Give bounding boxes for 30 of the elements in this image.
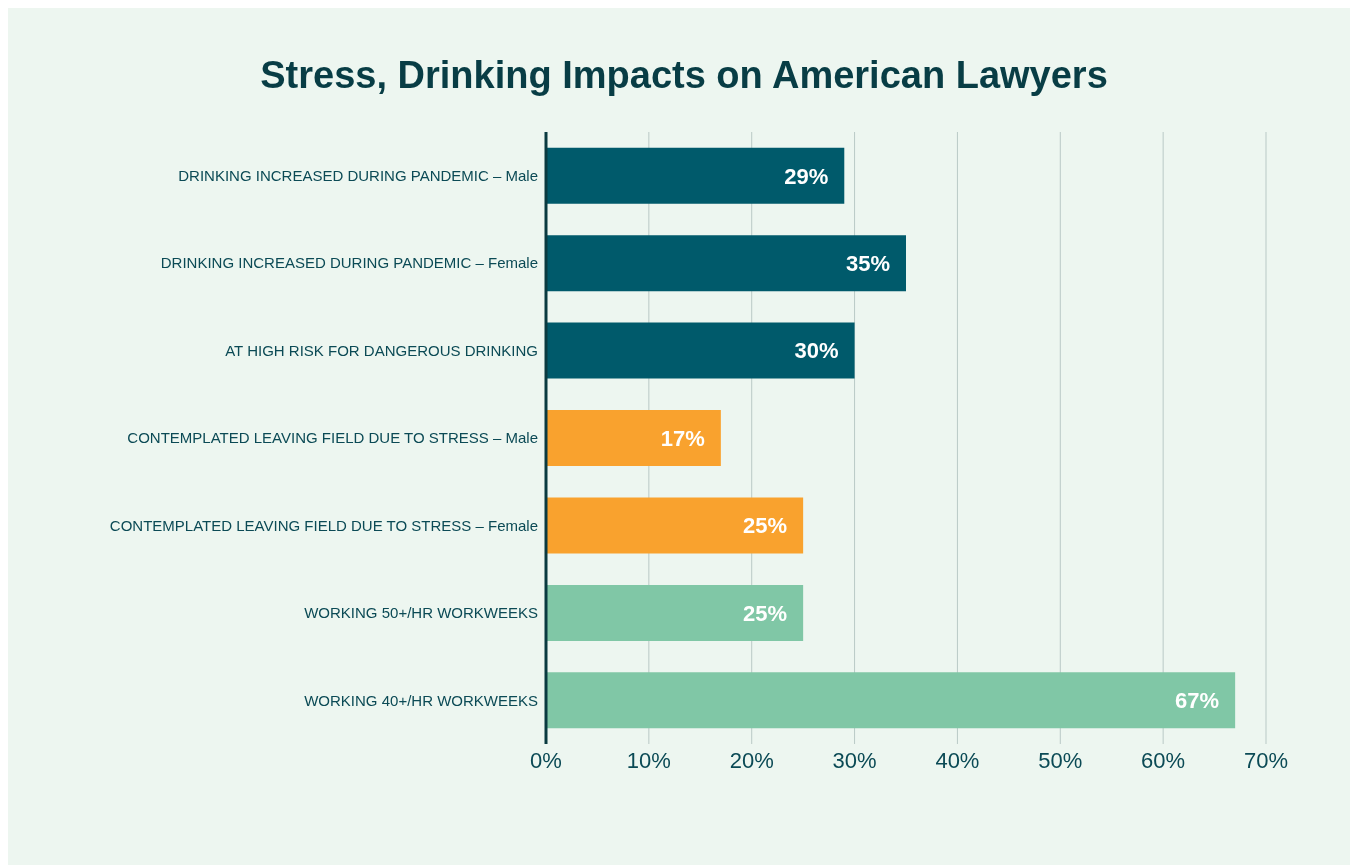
y-tick-label: DRINKING INCREASED DURING PANDEMIC – Male <box>178 167 538 185</box>
x-tick-label: 10% <box>626 747 671 773</box>
bar <box>546 410 721 467</box>
data-label: 25% <box>743 513 788 539</box>
x-tick-label: 0% <box>530 747 562 773</box>
data-label: 17% <box>660 425 705 451</box>
bar <box>546 147 845 204</box>
bar <box>546 322 855 379</box>
bar <box>546 584 804 641</box>
x-tick-label: 40% <box>935 747 980 773</box>
y-tick-label: CONTEMPLATED LEAVING FIELD DUE TO STRESS – Female <box>109 516 538 534</box>
bar <box>546 235 906 292</box>
y-tick-label: CONTEMPLATED LEAVING FIELD DUE TO STRESS – Male <box>127 429 538 447</box>
data-label: 25% <box>743 600 788 626</box>
y-tick-label: WORKING 40+/HR WORKWEEKS <box>304 691 538 709</box>
y-tick-label: DRINKING INCREASED DURING PANDEMIC – Female <box>160 254 538 272</box>
x-tick-label: 70% <box>1243 747 1289 773</box>
data-label: 67% <box>1175 688 1220 714</box>
x-tick-label: 60% <box>1141 747 1186 773</box>
x-tick-label: 50% <box>1038 747 1083 773</box>
x-tick-label: 20% <box>729 747 774 773</box>
y-tick-label: AT HIGH RISK FOR DANGEROUS DRINKING <box>225 341 538 359</box>
data-label: 29% <box>784 163 829 189</box>
data-label: 35% <box>845 250 890 276</box>
data-label: 30% <box>794 338 839 364</box>
bar <box>546 672 1236 729</box>
chart-title: Stress, Drinking Impacts on American Lawyers <box>259 53 1109 98</box>
x-tick-label: 30% <box>832 747 877 773</box>
bar <box>546 497 804 554</box>
y-tick-label: WORKING 50+/HR WORKWEEKS <box>304 604 538 622</box>
